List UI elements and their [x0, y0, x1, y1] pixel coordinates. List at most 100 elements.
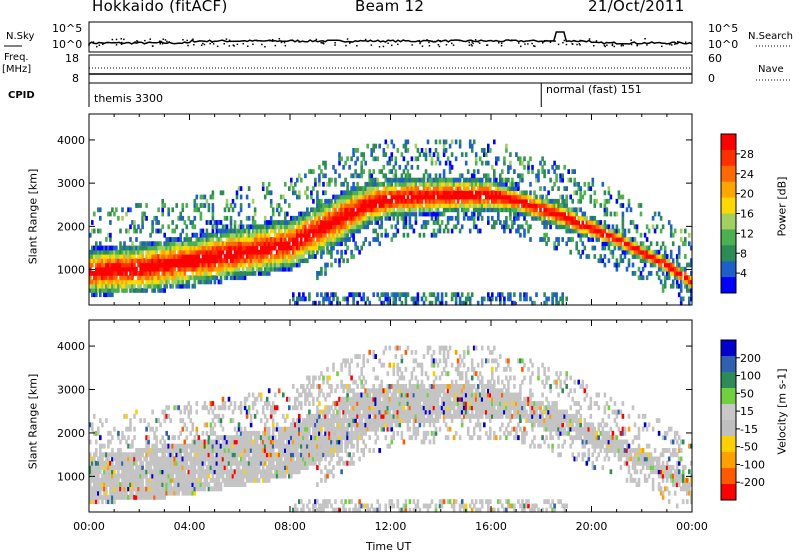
noise-search-dot — [123, 38, 125, 41]
velocity-cell — [191, 469, 195, 475]
power-cell — [430, 292, 434, 298]
velocity-cell — [149, 486, 152, 492]
power-cell — [346, 245, 349, 251]
power-cell — [531, 169, 534, 174]
power-cell — [495, 186, 498, 191]
power-cell — [406, 198, 410, 204]
power-cell — [617, 190, 621, 196]
velocity-cell — [145, 486, 148, 492]
power-cell — [495, 198, 498, 204]
power-cell — [129, 266, 132, 272]
power-cell — [679, 275, 683, 281]
power-cell — [410, 211, 414, 217]
power-cell — [677, 254, 681, 259]
power-cell — [382, 164, 386, 170]
velocity-cell — [193, 490, 197, 496]
power-cell — [193, 207, 197, 213]
power-cell — [390, 237, 394, 242]
velocity-cell — [171, 460, 174, 466]
power-cell — [314, 211, 317, 217]
velocity-cell — [101, 477, 104, 483]
power-cell — [521, 177, 524, 183]
power-cell — [547, 207, 550, 213]
power-cell — [462, 300, 466, 306]
velocity-cell — [113, 477, 116, 483]
power-cell — [374, 228, 377, 234]
power-cell — [231, 228, 235, 234]
power-cell — [223, 266, 227, 272]
power-cell — [472, 203, 476, 208]
power-cell — [279, 207, 283, 213]
power-cell — [499, 296, 502, 302]
power-cell — [430, 198, 434, 204]
power-cell — [677, 275, 681, 281]
velocity-cell — [189, 469, 193, 475]
power-cell — [635, 241, 639, 247]
power-cell — [251, 224, 255, 230]
velocity-cell — [233, 426, 237, 432]
power-cell — [485, 177, 488, 183]
power-cell — [372, 203, 375, 208]
power-cell — [557, 207, 560, 213]
power-cell — [400, 173, 404, 179]
power-cell — [209, 237, 213, 242]
power-cell — [392, 194, 396, 200]
velocity-cell — [191, 473, 195, 479]
power-cell — [338, 258, 341, 264]
power-cell — [185, 245, 189, 251]
power-cell — [545, 203, 548, 208]
velocity-cell — [149, 482, 152, 487]
power-cell — [348, 164, 351, 170]
noise-search-dot — [584, 40, 587, 43]
noise-search-dot — [296, 39, 299, 42]
power-cell — [551, 207, 554, 213]
power-cell — [601, 241, 605, 247]
velocity-cell — [187, 443, 191, 449]
power-cell — [384, 215, 388, 221]
power-cell — [91, 288, 94, 293]
velocity-cell — [179, 418, 182, 423]
power-cell — [619, 245, 623, 251]
power-cell — [404, 211, 408, 217]
velocity-cell — [179, 465, 182, 470]
power-cell — [93, 228, 96, 234]
velocity-cell — [179, 460, 182, 466]
power-cell — [107, 249, 110, 255]
power-cell — [107, 245, 110, 251]
power-cell — [153, 262, 156, 268]
power-cell — [177, 275, 180, 281]
power-cell — [189, 249, 193, 255]
power-cell — [487, 220, 490, 225]
power-cell — [513, 186, 516, 191]
power-cell — [167, 266, 170, 272]
velocity-cell — [183, 490, 187, 496]
power-cell — [121, 262, 124, 268]
power-cell — [332, 194, 335, 200]
velocity-cell — [101, 443, 104, 449]
velocity-cell — [133, 456, 136, 462]
power-cell — [358, 249, 361, 255]
power-cell — [474, 177, 478, 183]
noise-search-dot — [203, 43, 206, 46]
power-cell — [334, 211, 337, 217]
power-cell — [167, 258, 170, 264]
power-cell — [645, 249, 649, 255]
velocity-cell — [189, 448, 193, 453]
power-cell — [675, 262, 679, 268]
power-cell — [286, 211, 289, 217]
power-cell — [330, 292, 333, 298]
power-cell — [416, 148, 420, 153]
velocity-cell — [137, 448, 140, 453]
power-cell — [133, 249, 136, 255]
power-cell — [284, 215, 287, 221]
noise-search-dot — [264, 46, 266, 48]
velocity-cell — [209, 422, 213, 428]
power-cell — [448, 190, 452, 196]
power-cell — [346, 198, 349, 204]
noise-search-dot — [350, 41, 353, 43]
power-cell — [169, 258, 172, 264]
power-cell — [135, 258, 138, 264]
velocity-cell — [165, 465, 168, 470]
power-cell — [402, 203, 406, 208]
power-cell — [265, 262, 269, 268]
